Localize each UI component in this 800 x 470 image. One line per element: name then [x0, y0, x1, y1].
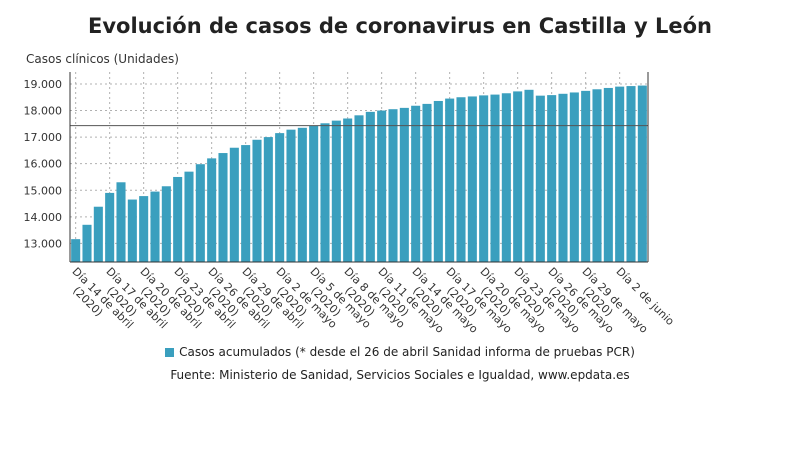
bar: [547, 95, 557, 262]
bar: [320, 123, 330, 262]
bar: [71, 239, 81, 262]
y-tick-label: 18.000: [24, 105, 63, 118]
legend-label: Casos acumulados (* desde el 26 de abril…: [179, 345, 635, 359]
bar: [411, 105, 421, 262]
x-tick-label: Día 2 de junio: [614, 265, 677, 328]
bar: [456, 97, 466, 263]
legend: Casos acumulados (* desde el 26 de abril…: [0, 345, 800, 359]
bar: [127, 199, 137, 262]
bar: [615, 86, 625, 262]
bar: [558, 93, 568, 262]
bar: [161, 186, 171, 262]
y-axis-label: Casos clínicos (Unidades): [26, 52, 179, 66]
bar: [535, 95, 545, 262]
bar: [637, 85, 647, 262]
bar: [309, 125, 319, 262]
bar: [433, 100, 443, 263]
y-tick-label: 17.000: [24, 131, 63, 144]
x-tick-label-line: Día 2 de junio: [614, 265, 677, 328]
bar: [354, 115, 364, 262]
bar: [116, 182, 126, 262]
y-tick-label: 16.000: [24, 158, 63, 171]
bar: [524, 89, 534, 262]
bar: [241, 145, 251, 262]
bar: [422, 103, 432, 262]
legend-swatch: [165, 348, 175, 357]
y-tick-label: 13.000: [24, 237, 63, 250]
bar: [195, 164, 205, 262]
bar: [173, 176, 183, 262]
bar: [388, 109, 398, 263]
bar: [207, 158, 217, 262]
source-note: Fuente: Ministerio de Sanidad, Servicios…: [170, 368, 630, 382]
bar: [501, 93, 511, 262]
bar-chart: 13.000 14.000 15.000 16.000 17.000 18.000 19.0…: [24, 72, 677, 336]
bar: [229, 147, 239, 262]
y-tick-label: 14.000: [24, 211, 63, 224]
bar: [479, 95, 489, 262]
bar: [581, 90, 591, 263]
bar: [513, 91, 523, 263]
bar: [82, 224, 92, 262]
bar: [275, 133, 285, 262]
bar: [252, 139, 262, 262]
bar: [331, 120, 341, 263]
bar: [263, 137, 273, 262]
bar: [139, 196, 149, 262]
bar: [184, 171, 194, 262]
bar: [286, 129, 296, 262]
chart-title: Evolución de casos de coronavirus en Cas…: [88, 14, 712, 38]
bar: [218, 153, 228, 262]
bar: [150, 191, 160, 262]
bar: [592, 89, 602, 262]
bar: [105, 192, 115, 262]
bar: [377, 110, 387, 263]
bar: [399, 107, 409, 263]
bar: [93, 206, 103, 262]
y-tick-label: 19.000: [24, 78, 63, 91]
bar: [603, 87, 613, 262]
bar: [343, 118, 353, 262]
bar: [365, 111, 375, 262]
bar: [626, 86, 636, 262]
bar: [569, 92, 579, 262]
bar: [467, 96, 477, 262]
y-tick-label: 15.000: [24, 184, 63, 197]
bar: [445, 98, 455, 262]
bar: [297, 127, 307, 262]
bar: [490, 94, 500, 263]
